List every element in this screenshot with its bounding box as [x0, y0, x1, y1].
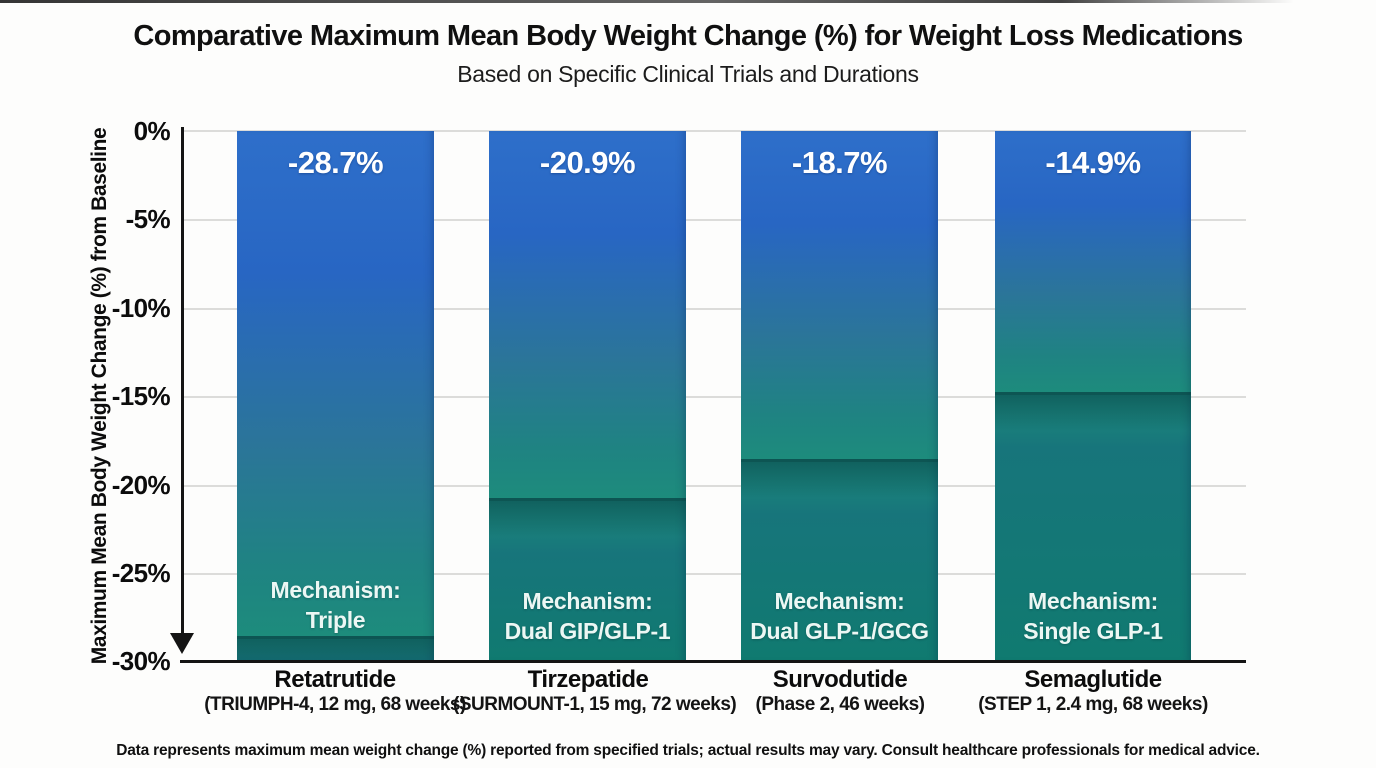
bar-value-line-shadow — [741, 462, 938, 498]
y-tick-label: 0% — [133, 116, 171, 146]
bar-value-label: -28.7% — [287, 145, 384, 180]
bar-tirzepatide: -20.9% Mechanism: Dual GIP/GLP-1 — [489, 131, 686, 661]
mechanism-label: Mechanism: Single GLP-1 — [995, 586, 1191, 646]
gridline-20pct — [184, 485, 1246, 487]
bar-value-label: -20.9% — [539, 145, 636, 180]
mechanism-label-line2: Single GLP-1 — [1023, 618, 1163, 644]
x-axis-line — [180, 660, 1246, 663]
x-label-trial: (SURMOUNT-1, 15 mg, 72 weeks) — [453, 694, 737, 715]
top-edge-artifact — [0, 0, 1294, 3]
bar-value-line-shadow — [489, 501, 686, 537]
bar-value-label: -14.9% — [1045, 145, 1141, 180]
bar-semaglutide: -14.9% Mechanism: Single GLP-1 — [995, 131, 1191, 661]
mechanism-label: Mechanism: Triple — [237, 575, 434, 635]
disclaimer-footnote: Data represents maximum mean weight chan… — [116, 742, 1260, 759]
y-axis-line — [181, 127, 184, 635]
y-tick-label: -15% — [111, 381, 171, 411]
y-tick-label: -5% — [125, 204, 171, 234]
y-tick-label: -30% — [111, 646, 171, 676]
mechanism-label-line2: Dual GLP-1/GCG — [750, 618, 929, 644]
mechanism-label-line2: Triple — [305, 607, 366, 633]
mechanism-label-line2: Dual GIP/GLP-1 — [504, 618, 671, 644]
bar-retatrutide: -28.7% Mechanism: Triple — [237, 131, 434, 661]
x-label-trial: (STEP 1, 2.4 mg, 68 weeks) — [978, 694, 1208, 715]
mechanism-label-line1: Mechanism: — [270, 577, 401, 603]
bar-value-line — [489, 498, 686, 501]
mechanism-label-line1: Mechanism: — [774, 588, 905, 614]
bar-value-line-shadow — [995, 395, 1191, 431]
gridline-10pct — [184, 308, 1246, 310]
x-label-trial: (TRIUMPH-4, 12 mg, 68 weeks) — [204, 694, 466, 715]
gridline-15pct — [184, 396, 1246, 398]
mechanism-label-line1: Mechanism: — [522, 588, 653, 614]
bar-survodutide: -18.7% Mechanism: Dual GLP-1/GCG — [741, 131, 938, 661]
y-tick-label: -10% — [111, 293, 171, 323]
mechanism-label-line1: Mechanism: — [1028, 588, 1158, 614]
y-tick-label: -25% — [111, 558, 171, 588]
bar-value-line-shadow — [237, 639, 434, 661]
x-label-drug: Survodutide — [772, 666, 908, 693]
x-label-trial: (Phase 2, 46 weeks) — [755, 694, 926, 715]
y-tick-label: -20% — [111, 470, 171, 500]
bar-value-line — [237, 636, 434, 639]
x-label-drug: Tirzepatide — [527, 666, 649, 693]
y-axis-arrow-icon — [170, 633, 194, 654]
gridline-25pct — [184, 573, 1246, 575]
gridline-5pct — [184, 219, 1246, 221]
chart-subtitle: Based on Specific Clinical Trials and Du… — [457, 61, 919, 87]
bar-value-line — [741, 459, 938, 462]
x-label-drug: Retatrutide — [274, 666, 396, 693]
chart-title: Comparative Maximum Mean Body Weight Cha… — [133, 20, 1243, 52]
bar-value-line — [995, 392, 1191, 395]
gridline-0pct — [184, 130, 1246, 132]
x-label-drug: Semaglutide — [1024, 666, 1162, 693]
mechanism-label: Mechanism: Dual GIP/GLP-1 — [489, 586, 686, 646]
bar-value-label: -18.7% — [791, 145, 888, 180]
mechanism-label: Mechanism: Dual GLP-1/GCG — [741, 586, 938, 646]
